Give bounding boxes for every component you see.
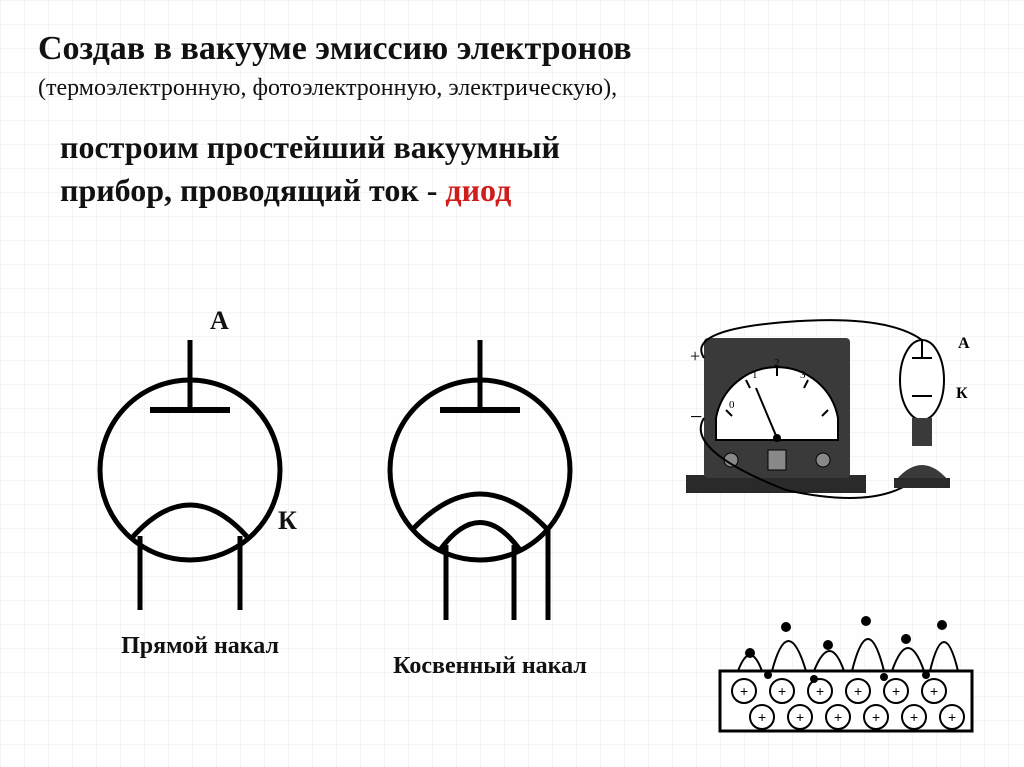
label-cathode: К [278, 506, 297, 536]
svg-text:+: + [872, 709, 880, 725]
diode-indirect-label: Косвенный накал [360, 653, 620, 680]
slide-content: Создав в вакууме эмиссию электронов (тер… [0, 0, 1024, 240]
subtitle-diode: диод [445, 172, 511, 208]
svg-text:+: + [834, 709, 842, 725]
title-line2: (термоэлектронную, фотоэлектронную, элек… [38, 73, 986, 104]
svg-text:+: + [854, 683, 862, 699]
plus-sign: + [690, 346, 700, 366]
svg-text:+: + [778, 683, 786, 699]
meter-label-k: К [956, 385, 968, 402]
svg-text:+: + [910, 709, 918, 725]
meter-svg: 0 1 2 3 + − А К [676, 300, 986, 510]
svg-text:+: + [758, 709, 766, 725]
diode-indirect: Косвенный накал [360, 320, 620, 680]
scale-3: 3 [800, 369, 806, 381]
subtitle-line2a: прибор, проводящий ток - [60, 172, 445, 208]
title-line1: Создав в вакууме эмиссию электронов [38, 28, 986, 71]
diode-direct-svg [70, 300, 330, 620]
label-anode: А [210, 306, 229, 336]
scale-1: 1 [752, 369, 758, 381]
diode-direct-label: Прямой накал [70, 633, 330, 660]
svg-text:+: + [740, 683, 748, 699]
meter-setup: 0 1 2 3 + − А К [676, 300, 986, 510]
subtitle-line1: построим простейший вакуумный [60, 129, 560, 165]
emission-svg: + + + + + + + + + + + + [716, 605, 976, 735]
scale-0: 0 [729, 399, 735, 411]
svg-text:+: + [796, 709, 804, 725]
svg-text:+: + [892, 683, 900, 699]
svg-text:+: + [948, 709, 956, 725]
subtitle: построим простейший вакуумный прибор, пр… [60, 126, 986, 212]
svg-text:+: + [816, 683, 824, 699]
meter-label-a: А [958, 335, 970, 352]
diode-indirect-svg [360, 320, 620, 640]
diode-direct: А К Прямой накал [70, 300, 330, 660]
svg-text:+: + [930, 683, 938, 699]
scale-2: 2 [774, 357, 780, 369]
emission-illustration: + + + + + + + + + + + + [716, 605, 976, 735]
